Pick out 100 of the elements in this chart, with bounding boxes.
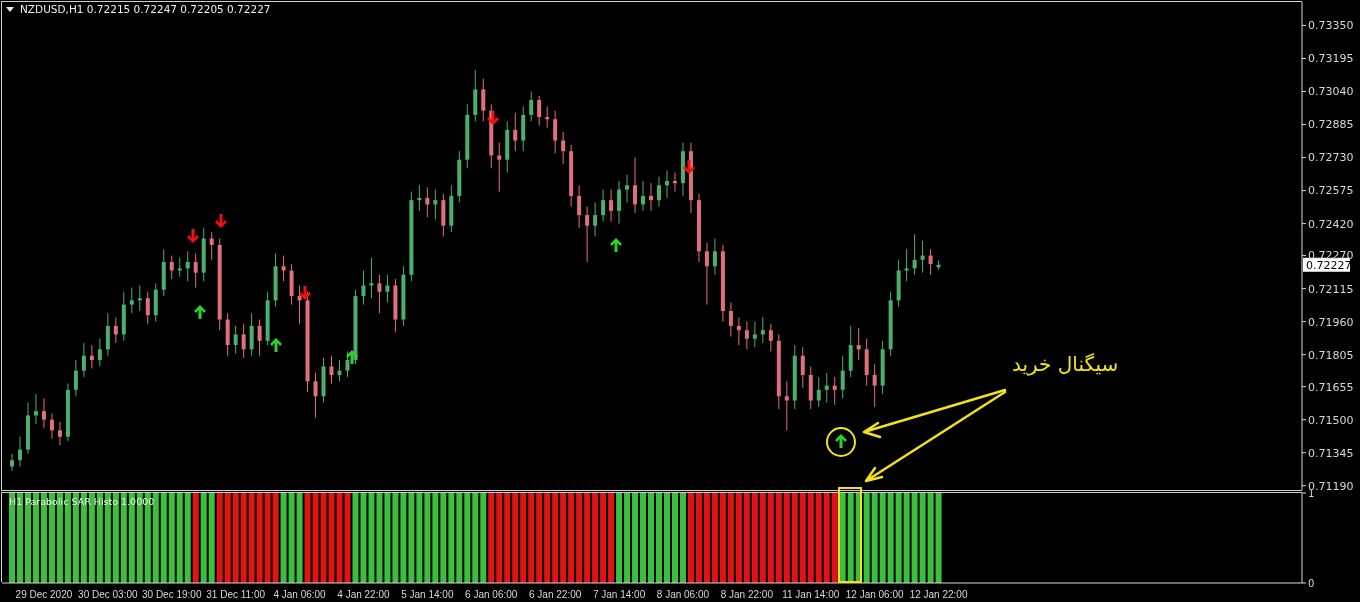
candlestick bbox=[920, 240, 925, 274]
y-tick-label: 0.72575 bbox=[1308, 184, 1354, 198]
candlestick bbox=[872, 363, 877, 408]
candlestick bbox=[249, 312, 254, 357]
candlestick bbox=[41, 397, 46, 429]
candlestick bbox=[81, 342, 86, 378]
y-tick-label: 0.71960 bbox=[1308, 315, 1354, 329]
candlestick bbox=[17, 436, 22, 468]
candlestick bbox=[760, 316, 765, 344]
candlestick bbox=[800, 346, 805, 389]
candlestick bbox=[585, 206, 590, 263]
text: 0.72227 bbox=[1306, 258, 1352, 272]
candlestick bbox=[537, 95, 542, 127]
candlestick bbox=[736, 316, 741, 346]
candlestick bbox=[832, 376, 837, 406]
x-tick-label: 12 Jan 22:00 bbox=[909, 589, 968, 601]
candlestick bbox=[49, 412, 54, 440]
candlestick bbox=[649, 182, 654, 212]
y-tick-label: 0.71655 bbox=[1308, 380, 1354, 394]
candlestick bbox=[657, 176, 661, 208]
candlestick bbox=[241, 323, 246, 359]
candlestick bbox=[641, 180, 646, 212]
candlestick bbox=[33, 393, 38, 425]
candlestick bbox=[481, 78, 486, 122]
candlestick bbox=[297, 284, 302, 325]
candlestick bbox=[97, 338, 102, 367]
candlestick bbox=[577, 184, 582, 229]
y-tick-label: 0 bbox=[1308, 577, 1315, 589]
candlestick bbox=[129, 287, 134, 314]
y-tick-label: 0.73195 bbox=[1308, 52, 1354, 66]
y-tick-label: 0.72420 bbox=[1308, 217, 1354, 231]
x-tick-label: 4 Jan 22:00 bbox=[337, 589, 391, 601]
candlestick bbox=[856, 327, 861, 361]
x-tick-label: 5 Jan 14:00 bbox=[401, 589, 454, 601]
y-tick-label: 0.71500 bbox=[1308, 413, 1354, 427]
x-tick-label: 8 Jan 06:00 bbox=[656, 589, 710, 601]
candlestick bbox=[840, 355, 845, 399]
candlestick bbox=[752, 321, 757, 348]
candlestick bbox=[744, 321, 749, 350]
candlestick bbox=[105, 312, 110, 357]
x-tick-label: 11 Jan 14:00 bbox=[782, 589, 840, 601]
candlestick bbox=[193, 252, 198, 289]
candlestick bbox=[664, 169, 669, 199]
candlestick bbox=[529, 91, 534, 122]
x-tick-label: 6 Jan 22:00 bbox=[529, 589, 582, 601]
candlestick bbox=[177, 257, 182, 278]
candlestick bbox=[73, 359, 78, 397]
x-tick-label: 30 Dec 03:00 bbox=[78, 589, 139, 601]
x-tick-label: 31 Dec 11:00 bbox=[206, 589, 266, 601]
candlestick bbox=[553, 110, 558, 154]
candlestick bbox=[928, 248, 933, 276]
y-tick-label: 0.73350 bbox=[1308, 19, 1354, 33]
candlestick bbox=[209, 231, 214, 261]
candlestick bbox=[313, 372, 318, 419]
candlestick bbox=[361, 270, 366, 306]
x-tick-label: 29 Dec 2020 bbox=[15, 589, 73, 601]
x-tick-label: 7 Jan 14:00 bbox=[592, 589, 646, 601]
x-tick-label: 8 Jan 22:00 bbox=[720, 589, 774, 601]
candlestick bbox=[433, 189, 438, 220]
candlestick bbox=[337, 359, 342, 382]
y-tick-label: 0.72885 bbox=[1308, 118, 1354, 132]
candlestick bbox=[497, 142, 502, 193]
candlestick bbox=[561, 131, 566, 165]
candlestick bbox=[617, 180, 622, 225]
candlestick bbox=[233, 325, 238, 355]
y-tick-label: 0.73040 bbox=[1308, 85, 1354, 99]
y-tick-label: 0.71345 bbox=[1308, 446, 1354, 460]
candlestick bbox=[385, 274, 390, 303]
candlestick bbox=[816, 376, 821, 408]
candlestick bbox=[169, 255, 174, 280]
candlestick bbox=[329, 355, 334, 384]
y-tick-label: 0.71805 bbox=[1308, 348, 1354, 362]
x-tick-label: 12 Jan 06:00 bbox=[845, 589, 905, 601]
candlestick bbox=[377, 274, 382, 314]
y-tick-label: 0.72115 bbox=[1308, 282, 1354, 296]
candlestick bbox=[768, 323, 773, 352]
chart-title: NZDUSD,H1 0.72215 0.72247 0.72205 0.72227 bbox=[20, 3, 271, 15]
annotation: سیگنال خرید bbox=[1012, 352, 1119, 376]
x-tick-label: 4 Jan 06:00 bbox=[273, 589, 327, 601]
candlestick bbox=[257, 319, 262, 357]
candlestick bbox=[609, 189, 614, 222]
candlestick bbox=[593, 201, 598, 237]
candlestick bbox=[633, 157, 638, 214]
candlestick bbox=[113, 316, 118, 344]
candlestick bbox=[425, 186, 430, 218]
candlestick bbox=[145, 291, 150, 325]
candlestick bbox=[601, 189, 606, 222]
candlestick bbox=[345, 350, 350, 378]
candlestick bbox=[784, 380, 789, 431]
candlestick bbox=[704, 242, 709, 306]
y-tick-label: 0.72730 bbox=[1308, 151, 1354, 165]
candlestick bbox=[728, 301, 733, 338]
candlestick bbox=[10, 453, 14, 472]
candlestick bbox=[904, 248, 909, 282]
candlestick bbox=[57, 421, 62, 446]
candlestick bbox=[513, 112, 518, 152]
x-tick-label: 30 Dec 19:00 bbox=[142, 589, 202, 601]
candlestick bbox=[625, 174, 630, 203]
x-tick-label: 6 Jan 06:00 bbox=[465, 589, 518, 601]
candlestick bbox=[824, 372, 829, 404]
